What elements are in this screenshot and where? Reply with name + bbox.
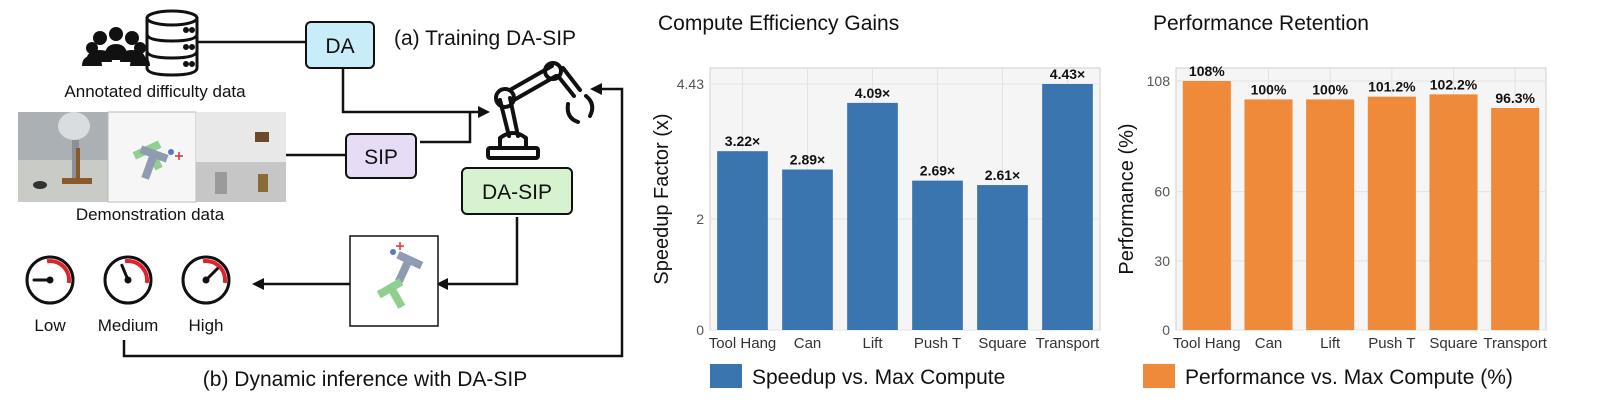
bar-square bbox=[1429, 94, 1478, 330]
plot-area bbox=[709, 67, 1101, 331]
annotated-data-label: Annotated difficulty data bbox=[64, 82, 246, 101]
bar-tool-hang bbox=[1182, 81, 1231, 330]
bar-push-t bbox=[1367, 96, 1416, 330]
x-tick-label: Lift bbox=[862, 335, 883, 352]
connector-lines bbox=[122, 40, 624, 358]
demonstration-images bbox=[18, 111, 286, 203]
x-tick-label: Transport bbox=[1483, 335, 1547, 352]
x-tick-label: Push T bbox=[914, 335, 961, 352]
gauge-red-zone bbox=[202, 259, 227, 284]
crowd-icon bbox=[82, 27, 150, 66]
dasip-box bbox=[461, 167, 573, 215]
gauge-hub bbox=[124, 276, 132, 284]
performance-chart: 0 30 60 108 108% Tool Hang 100% Can 100% Lift 101.… bbox=[1116, 12, 1548, 389]
da-box-label: DA bbox=[325, 35, 354, 58]
sip-box bbox=[345, 133, 417, 179]
y-tick-label: 108 bbox=[1147, 73, 1171, 89]
difficulty-gauges: Low Medium High bbox=[25, 255, 231, 335]
inference-title: (b) Dynamic inference with DA-SIP bbox=[203, 368, 527, 391]
bar-data-label: 4.43× bbox=[1050, 66, 1085, 82]
y-tick-label: 0 bbox=[1162, 322, 1170, 338]
x-tick-label: Push T bbox=[1368, 335, 1415, 352]
x-tick-label: Can bbox=[794, 335, 822, 352]
bar-lift bbox=[1306, 99, 1355, 330]
x-tick-label: Tool Hang bbox=[709, 335, 777, 352]
y-tick-label: 30 bbox=[1154, 253, 1170, 269]
bar-data-label: 2.69× bbox=[920, 163, 955, 179]
bar-can bbox=[782, 169, 833, 330]
x-tick-label: Transport bbox=[1036, 335, 1100, 352]
bar-data-label: 3.22× bbox=[725, 133, 760, 149]
dasip-box-label: DA-SIP bbox=[482, 181, 552, 204]
bar-data-label: 2.89× bbox=[790, 152, 825, 168]
y-axis-label: Speedup Factor (x) bbox=[651, 113, 673, 284]
bar-transport bbox=[1042, 84, 1093, 330]
gauge-low: Low bbox=[25, 255, 75, 335]
legend-label: Speedup vs. Max Compute bbox=[752, 366, 1005, 389]
bar-transport bbox=[1491, 107, 1540, 330]
gauge-label: Low bbox=[34, 316, 66, 335]
arrow-heads bbox=[252, 83, 602, 290]
y-tick-label: 0 bbox=[696, 322, 704, 338]
x-tick-label: Square bbox=[1429, 335, 1477, 352]
legend-label: Performance vs. Max Compute (%) bbox=[1185, 366, 1513, 389]
y-tick-label: 60 bbox=[1154, 184, 1170, 200]
speedup-chart: 0 2 4.43 3.22× Tool Hang 2.89× Can 4.09× Lift 2.6… bbox=[651, 12, 1101, 389]
gauge-high: High bbox=[181, 255, 231, 335]
bar-push-t bbox=[912, 180, 963, 330]
bar-data-label: 101.2% bbox=[1368, 79, 1416, 95]
x-tick-label: Lift bbox=[1320, 335, 1341, 352]
chart-title: Compute Efficiency Gains bbox=[658, 12, 899, 35]
y-tick-label: 2 bbox=[696, 211, 704, 227]
database-icon bbox=[145, 9, 199, 77]
bar-data-label: 2.61× bbox=[985, 167, 1020, 183]
sip-box-label: SIP bbox=[364, 146, 398, 169]
bar-lift bbox=[847, 102, 898, 330]
demonstration-data-label: Demonstration data bbox=[76, 205, 225, 224]
bar-square bbox=[977, 185, 1028, 330]
bar-data-label: 100% bbox=[1312, 81, 1348, 97]
da-box bbox=[305, 21, 375, 69]
x-tick-label: Tool Hang bbox=[1173, 335, 1241, 352]
bar-can bbox=[1244, 99, 1293, 330]
gauge-label: Medium bbox=[98, 316, 158, 335]
bar-tool-hang bbox=[717, 151, 768, 330]
training-title: (a) Training DA-SIP bbox=[394, 27, 576, 50]
legend-swatch bbox=[710, 364, 742, 388]
bar-data-label: 108% bbox=[1189, 63, 1225, 79]
y-axis-label: Performance (%) bbox=[1116, 123, 1138, 274]
legend-swatch bbox=[1143, 364, 1175, 388]
plot-area bbox=[1175, 67, 1547, 331]
gauge-label: High bbox=[189, 316, 224, 335]
method-diagram: Annotated difficulty data Demonstration … bbox=[18, 9, 624, 391]
gauge-red-zone bbox=[124, 259, 149, 284]
bar-data-label: 96.3% bbox=[1495, 90, 1535, 106]
robot-arm-icon bbox=[486, 61, 595, 160]
bar-data-label: 100% bbox=[1251, 81, 1287, 97]
gauge-hub bbox=[46, 276, 54, 284]
y-tick-label: 4.43 bbox=[677, 76, 704, 92]
x-tick-label: Can bbox=[1255, 335, 1283, 352]
bar-data-label: 102.2% bbox=[1430, 76, 1478, 92]
chart-title: Performance Retention bbox=[1153, 12, 1369, 35]
gauge-hub bbox=[202, 276, 210, 284]
bar-data-label: 4.09× bbox=[855, 85, 890, 101]
gauge-red-zone bbox=[46, 259, 71, 284]
x-tick-label: Square bbox=[978, 335, 1026, 352]
gauge-medium: Medium bbox=[98, 255, 158, 335]
inference-image bbox=[349, 235, 439, 327]
